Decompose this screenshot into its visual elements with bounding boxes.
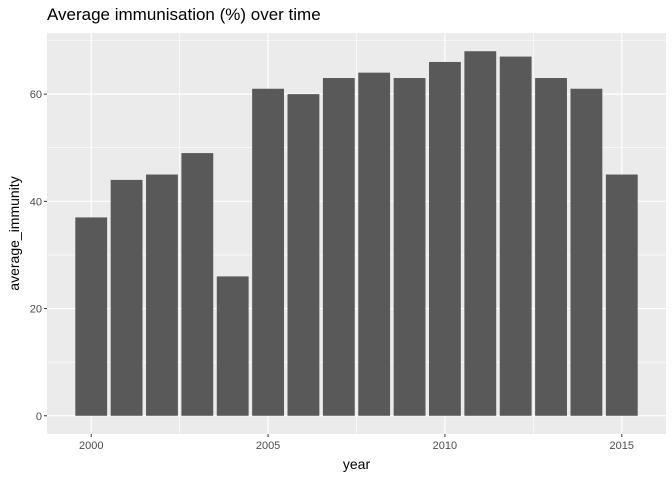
bar-2010 [429, 61, 461, 416]
bar-2011 [464, 51, 497, 416]
bar-2015 [605, 174, 638, 416]
y-axis: 0 20 40 60 [30, 89, 47, 423]
x-tick-label: 2010 [433, 440, 457, 452]
bars [75, 51, 638, 416]
bar-2000 [75, 217, 108, 416]
y-tick-label: 40 [30, 196, 42, 208]
bar-2005 [252, 88, 284, 416]
bar-2008 [358, 72, 391, 416]
y-axis-title: average_immunity [6, 176, 22, 290]
x-axis-title: year [343, 456, 371, 472]
bar-2003 [181, 153, 214, 416]
bar-2004 [216, 276, 249, 416]
bar-2007 [322, 78, 355, 416]
bar-2014 [570, 88, 603, 416]
y-tick-label: 0 [36, 411, 42, 423]
bar-2002 [146, 174, 178, 416]
bar-2012 [499, 56, 532, 416]
y-tick-label: 20 [30, 304, 42, 316]
bar-2006 [287, 94, 320, 416]
x-tick-label: 2005 [256, 440, 280, 452]
bar-2009 [393, 78, 426, 416]
bar-2013 [535, 78, 567, 416]
bar-2001 [110, 179, 143, 416]
y-tick-label: 60 [30, 89, 42, 101]
chart-title: Average immunisation (%) over time [47, 5, 321, 24]
x-axis: 2000 2005 2010 2015 [79, 434, 634, 452]
x-tick-label: 2000 [79, 440, 103, 452]
x-tick-label: 2015 [610, 440, 634, 452]
